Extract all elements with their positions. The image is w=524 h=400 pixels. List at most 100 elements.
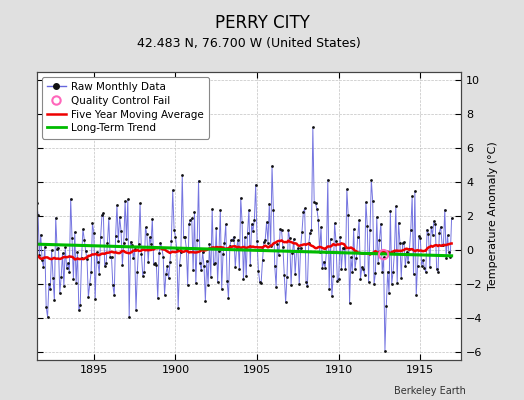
Point (253, 238, 261, 244)
Point (419, 257, 427, 264)
Point (400, 239, 408, 245)
Point (78, 254, 86, 261)
Point (300, 205, 309, 212)
Point (166, 259, 174, 265)
Point (341, 266, 350, 272)
Point (354, 233, 362, 240)
Point (428, 232, 436, 238)
Point (57, 274, 66, 280)
Point (113, 202, 121, 208)
Point (42, 304, 50, 311)
Point (249, 228, 257, 234)
Point (374, 260, 383, 266)
Point (186, 217, 194, 224)
Point (286, 235, 294, 242)
Point (209, 260, 217, 267)
Point (106, 254, 114, 260)
Point (396, 240, 404, 246)
Point (223, 278, 231, 284)
Point (141, 224, 150, 230)
Point (188, 215, 196, 222)
Point (431, 220, 440, 227)
Point (381, 347, 389, 354)
Point (201, 298, 210, 304)
Point (65, 268, 73, 275)
Point (216, 207, 224, 214)
Point (276, 226, 285, 233)
Point (60, 283, 68, 289)
Point (71, 229, 79, 235)
Point (412, 292, 420, 298)
Point (155, 250, 163, 256)
Point (322, 249, 331, 255)
Point (72, 280, 80, 286)
Point (314, 217, 322, 223)
Point (405, 246, 413, 253)
Point (208, 206, 216, 212)
Point (362, 199, 370, 206)
Point (375, 236, 384, 243)
Point (303, 283, 312, 290)
Point (264, 239, 272, 246)
Point (333, 277, 342, 284)
Point (391, 203, 400, 210)
Point (344, 212, 353, 219)
Point (357, 264, 366, 270)
Point (140, 268, 148, 275)
Point (311, 200, 320, 206)
Point (92, 249, 101, 256)
Point (290, 236, 298, 242)
Point (445, 249, 453, 256)
Point (441, 206, 449, 213)
Point (337, 266, 346, 272)
Point (326, 236, 335, 242)
Legend: Raw Monthly Data, Quality Control Fail, Five Year Moving Average, Long-Term Tren: Raw Monthly Data, Quality Control Fail, … (42, 77, 209, 138)
Point (415, 233, 423, 239)
Point (257, 280, 265, 286)
Point (336, 233, 344, 240)
Point (371, 270, 379, 276)
Point (67, 196, 75, 202)
Point (430, 218, 438, 224)
Point (137, 251, 146, 257)
Point (321, 264, 329, 271)
Point (270, 263, 279, 269)
Point (425, 264, 434, 270)
Point (80, 236, 89, 243)
Point (272, 283, 280, 290)
Point (328, 293, 336, 300)
Point (94, 259, 102, 266)
Point (183, 282, 192, 288)
Point (366, 227, 374, 233)
Point (217, 286, 226, 292)
Point (98, 212, 106, 218)
Point (204, 282, 212, 288)
Point (254, 268, 263, 274)
Point (151, 260, 159, 266)
Point (404, 259, 412, 265)
Point (379, 254, 388, 260)
Point (361, 271, 369, 278)
Point (355, 217, 363, 223)
Point (315, 249, 324, 255)
Point (211, 260, 219, 266)
Point (48, 247, 56, 253)
Point (283, 274, 291, 280)
Point (409, 271, 418, 278)
Point (423, 226, 431, 233)
Point (49, 274, 57, 281)
Point (85, 280, 94, 287)
Point (390, 248, 399, 254)
Point (306, 229, 314, 236)
Point (411, 188, 419, 194)
Point (363, 222, 372, 229)
Point (219, 251, 227, 257)
Point (102, 260, 110, 266)
Point (418, 263, 426, 269)
Point (101, 263, 109, 270)
Point (122, 236, 130, 242)
Point (129, 255, 137, 261)
Point (39, 264, 48, 270)
Point (90, 230, 98, 236)
Point (38, 257, 46, 264)
